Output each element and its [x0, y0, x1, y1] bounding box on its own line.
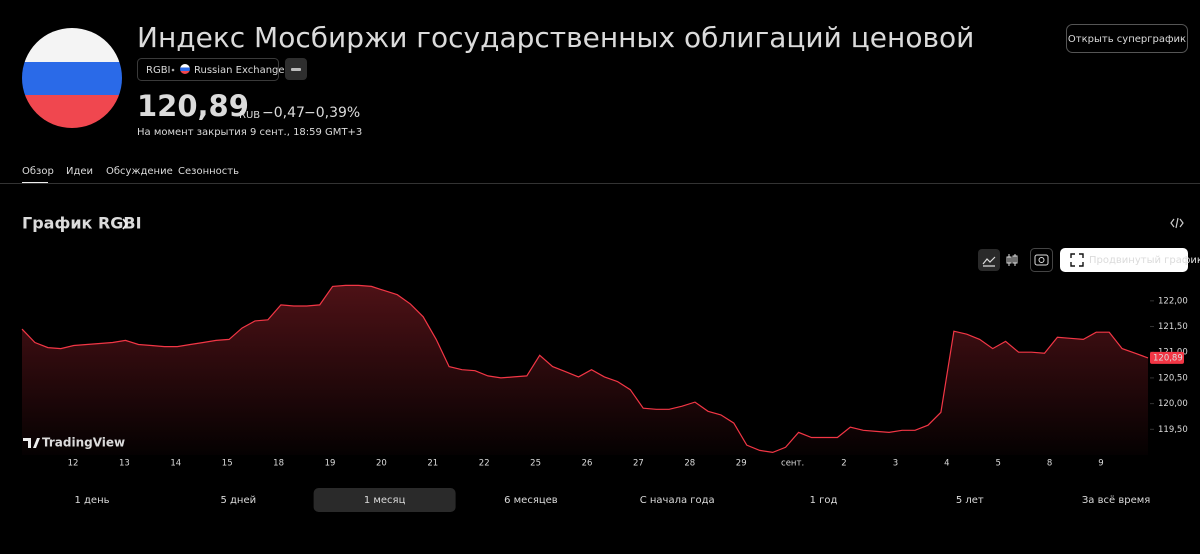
snapshot-button[interactable] [1030, 248, 1053, 272]
period-button[interactable]: 1 день [74, 495, 109, 506]
advanced-chart-label: Продвинутый график [1089, 255, 1200, 266]
area-style-button[interactable] [978, 249, 1000, 271]
change: −0,47 [262, 105, 305, 121]
x-tick-label: 12 [68, 459, 79, 469]
tab[interactable]: Идеи [66, 166, 93, 177]
period-button[interactable]: За всё время [1082, 495, 1150, 506]
period-button[interactable]: 6 месяцев [504, 495, 558, 506]
y-tick-label: 121,50 [1158, 322, 1188, 332]
x-tick-label: 3 [893, 459, 898, 469]
y-tick-label: 120,50 [1158, 373, 1188, 383]
x-tick-label: сент. [781, 459, 804, 469]
x-tick-label: 20 [376, 459, 387, 469]
mini-flag [180, 64, 190, 74]
candle-style-button[interactable] [1001, 249, 1023, 271]
x-tick-label: 22 [479, 459, 490, 469]
last-price-label: 120,89 [1153, 353, 1183, 363]
superchart-button[interactable] [1066, 24, 1188, 53]
x-tick-label: 8 [1047, 459, 1052, 469]
ticker: RGBI [146, 65, 171, 76]
x-tick-label: 18 [273, 459, 284, 469]
camera-icon [1034, 254, 1049, 266]
flag-logo [22, 28, 122, 128]
timestamp: На момент закрытия 9 сент., 18:59 GMT+3 [137, 127, 362, 138]
x-tick-label: 27 [633, 459, 644, 469]
minus-icon [291, 68, 301, 71]
candle-body [1012, 255, 1018, 264]
tv-logo [23, 438, 40, 448]
last-price-tag [1150, 351, 1184, 364]
price-line [21, 284, 1149, 454]
watermark: TradingView [42, 436, 125, 450]
x-tick-label: 4 [944, 459, 949, 469]
x-tick-label: 25 [530, 459, 541, 469]
section-arrow [122, 218, 129, 230]
period-button[interactable]: С начала года [640, 495, 715, 506]
period-button[interactable]: 5 дней [220, 495, 256, 506]
x-tick-label: 19 [325, 459, 336, 469]
x-tick-label: 14 [170, 459, 181, 469]
symbol-badge[interactable] [137, 58, 279, 81]
x-tick-label: 5 [995, 459, 1000, 469]
tab[interactable]: Сезонность [178, 166, 239, 177]
tab[interactable]: Обзор [22, 166, 54, 177]
advanced-chart-button[interactable] [1060, 248, 1188, 272]
candle-body [1006, 256, 1012, 264]
embed-icon[interactable] [1170, 217, 1184, 229]
y-tick-label: 119,50 [1158, 425, 1188, 435]
x-tick-label: 29 [736, 459, 747, 469]
separator [171, 68, 175, 72]
camera-lens [1038, 257, 1045, 263]
y-tick-label: 122,00 [1158, 296, 1188, 306]
title: Индекс Мосбиржи государственных облигаци… [137, 21, 974, 54]
section-title[interactable]: График RGBI [22, 214, 142, 233]
period-button[interactable]: 1 месяц [364, 495, 406, 506]
x-tick-label: 26 [582, 459, 593, 469]
active-period-bg [313, 488, 456, 512]
tab[interactable]: Обсуждение [106, 166, 173, 177]
price: 120,89 [137, 89, 249, 123]
x-tick-label: 15 [222, 459, 233, 469]
exchange: Russian Exchange [194, 65, 285, 76]
currency: RUB [239, 110, 260, 121]
change-percent: −0,39% [304, 105, 360, 121]
x-tick-label: 28 [684, 459, 695, 469]
x-tick-label: 13 [119, 459, 130, 469]
superchart-label: Открыть суперграфик [1068, 34, 1186, 45]
period-button[interactable]: 1 год [810, 495, 838, 506]
area-icon [982, 256, 996, 267]
y-tick-label: 120,00 [1158, 399, 1188, 409]
fullscreen-icon [1070, 253, 1084, 267]
area-fill [22, 285, 1148, 455]
x-tick-label: 9 [1098, 459, 1103, 469]
period-button[interactable]: 5 лет [956, 495, 984, 506]
x-tick-label: 2 [841, 459, 846, 469]
x-tick-label: 21 [427, 459, 438, 469]
